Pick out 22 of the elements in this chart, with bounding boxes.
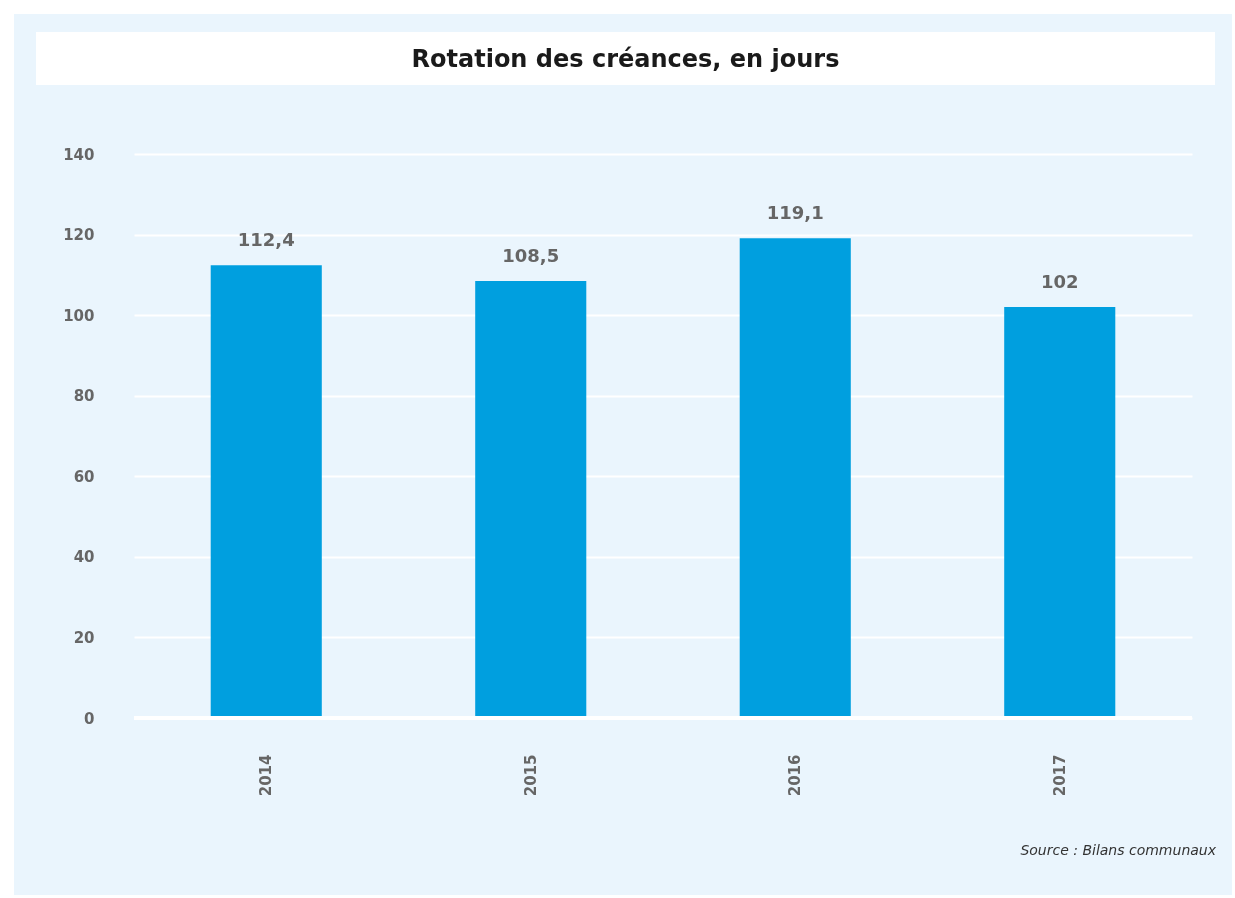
data-label: 108,5 — [502, 244, 560, 266]
x-tick-label: 2015 — [521, 754, 540, 797]
source-note: Source : Bilans communaux — [1020, 842, 1216, 858]
y-tick-label: 100 — [63, 306, 95, 325]
y-tick-label: 60 — [73, 467, 95, 486]
data-label: 112,4 — [237, 229, 295, 251]
y-tick-label: 140 — [63, 145, 95, 164]
bar — [739, 238, 851, 718]
y-tick-label: 20 — [73, 628, 95, 647]
bar — [1004, 307, 1116, 718]
data-label: 119,1 — [766, 202, 824, 224]
data-label: 102 — [1040, 271, 1079, 293]
chart-title: Rotation des créances, en jours — [36, 32, 1215, 85]
y-tick-label: 120 — [63, 226, 95, 245]
bar — [210, 265, 322, 718]
y-tick-label: 0 — [84, 709, 95, 728]
bar — [475, 280, 587, 718]
x-tick-label: 2016 — [786, 754, 805, 797]
y-tick-label: 80 — [73, 387, 95, 406]
x-tick-label: 2017 — [1050, 754, 1069, 797]
y-tick-label: 40 — [73, 548, 95, 567]
x-tick-label: 2014 — [257, 754, 276, 797]
